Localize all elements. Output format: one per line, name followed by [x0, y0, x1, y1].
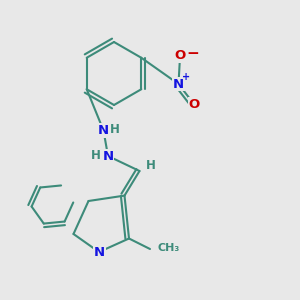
- Text: −: −: [186, 46, 199, 61]
- Text: H: H: [146, 159, 156, 172]
- Text: H: H: [110, 122, 120, 136]
- Text: N: N: [97, 124, 109, 137]
- Text: +: +: [182, 72, 190, 82]
- Text: O: O: [174, 49, 186, 62]
- Text: O: O: [188, 98, 200, 111]
- Text: H: H: [91, 148, 101, 162]
- Text: N: N: [94, 246, 105, 260]
- Text: N: N: [102, 149, 114, 163]
- Text: CH₃: CH₃: [158, 243, 180, 254]
- Text: N: N: [173, 77, 184, 91]
